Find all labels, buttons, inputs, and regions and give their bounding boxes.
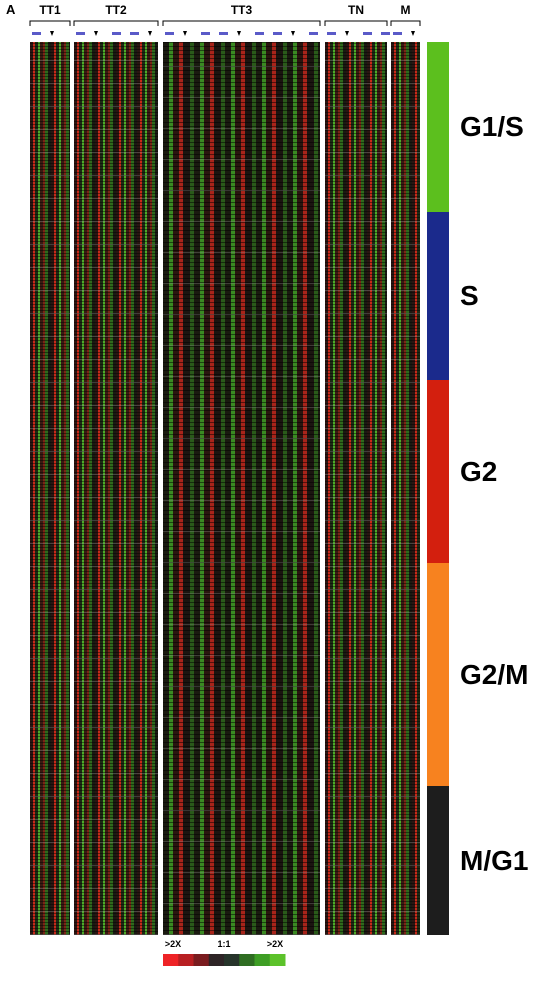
scale-swatch <box>178 954 194 966</box>
phase-label: M/G1 <box>460 844 529 876</box>
heatmap-panel <box>325 42 387 935</box>
scale-swatch <box>163 954 179 966</box>
time-marker <box>381 32 390 35</box>
time-marker <box>148 31 152 36</box>
scale-swatch <box>239 954 255 966</box>
phase-bar <box>427 380 449 563</box>
phase-label: S <box>460 280 479 311</box>
time-marker <box>327 32 336 35</box>
heatmap-panel <box>163 42 320 935</box>
group-label: TT1 <box>39 3 61 17</box>
time-marker <box>411 31 415 36</box>
time-marker <box>201 32 210 35</box>
time-marker <box>50 31 54 36</box>
time-marker <box>112 32 121 35</box>
time-marker <box>94 31 98 36</box>
group-bracket <box>29 20 71 26</box>
time-marker <box>309 32 318 35</box>
scale-swatch <box>269 954 286 966</box>
group-label: TN <box>348 3 364 17</box>
heatmap-panel <box>30 42 70 935</box>
scale-swatch <box>224 954 240 966</box>
group-bracket <box>73 20 159 26</box>
phase-label: G2 <box>460 455 498 487</box>
time-marker <box>393 32 402 35</box>
time-marker <box>363 32 372 35</box>
time-marker <box>291 31 295 36</box>
scale-label: >2X <box>165 939 181 949</box>
phase-bar <box>427 563 449 786</box>
scale-swatch <box>193 954 210 966</box>
time-marker <box>255 32 264 35</box>
group-bracket <box>390 20 421 26</box>
group-label: M <box>401 3 411 17</box>
scale-swatch <box>208 954 225 966</box>
scale-label: 1:1 <box>217 939 230 949</box>
scale-swatch <box>254 954 271 966</box>
time-marker <box>237 31 241 36</box>
phase-bar <box>427 42 449 212</box>
group-bracket <box>324 20 388 26</box>
phase-label: G2/M <box>460 658 529 690</box>
time-marker <box>76 32 85 35</box>
time-marker <box>165 32 174 35</box>
time-marker <box>183 31 187 36</box>
time-marker <box>273 32 282 35</box>
group-label: TT3 <box>231 3 253 17</box>
group-bracket <box>162 20 321 26</box>
time-marker <box>130 32 139 35</box>
heatmap-panel <box>391 42 420 935</box>
phase-bar <box>427 786 449 935</box>
group-label: TT2 <box>105 3 127 17</box>
time-marker <box>32 32 41 35</box>
scale-label: >2X <box>267 939 283 949</box>
heatmap-panel <box>74 42 158 935</box>
phase-label: G1/S <box>460 111 524 142</box>
panel-label: A <box>6 2 16 17</box>
time-marker <box>219 32 228 35</box>
phase-bar <box>427 212 449 380</box>
time-marker <box>345 31 349 36</box>
